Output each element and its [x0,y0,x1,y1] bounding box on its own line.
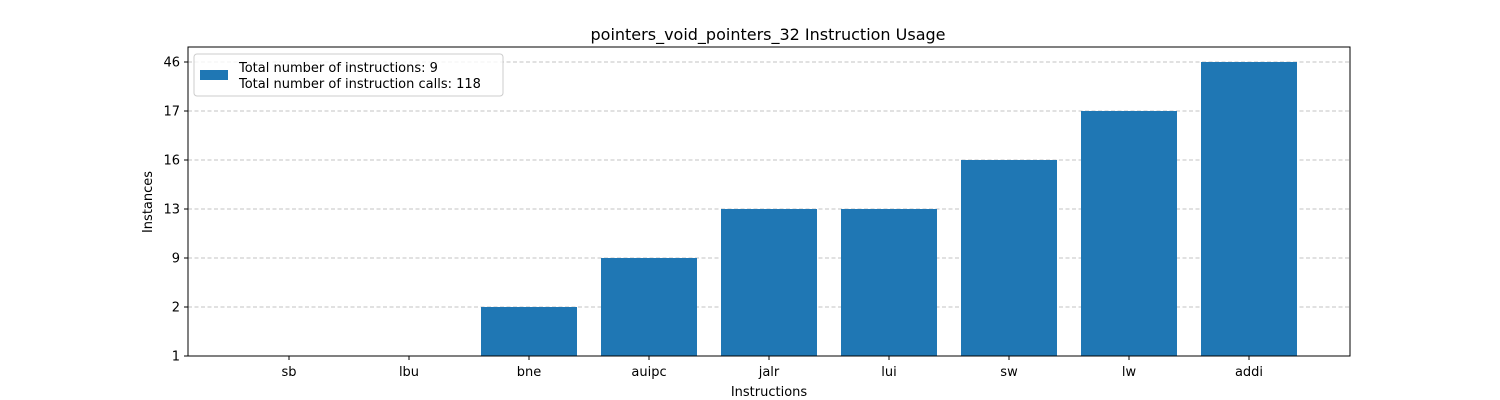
y-tick-label: 46 [163,56,180,71]
x-tick-label-jalr: jalr [758,365,780,380]
chart-title: pointers_void_pointers_32 Instruction Us… [591,25,946,45]
x-tick-label-lbu: lbu [399,365,419,380]
legend-line-instruction-calls: Total number of instruction calls: 118 [238,77,481,92]
legend-line-instructions: Total number of instructions: 9 [238,61,438,76]
y-axis-ticks: 1 2 9 13 16 17 46 [163,56,188,365]
y-axis-label: Instances [141,171,156,233]
x-tick-label-lw: lw [1122,365,1137,380]
x-tick-label-bne: bne [517,365,542,380]
x-tick-label-sb: sb [281,365,296,380]
x-axis-label: Instructions [731,385,808,400]
y-tick-label: 1 [172,350,180,365]
x-tick-label-addi: addi [1235,365,1263,380]
legend-swatch [200,70,228,80]
y-tick-label: 9 [172,252,180,267]
x-tick-label-auipc: auipc [631,365,666,380]
bar-auipc [601,258,697,356]
legend-box [193,53,504,97]
x-tick-label-sw: sw [1000,365,1018,380]
x-tick-label-lui: lui [881,365,896,380]
bars [481,62,1297,356]
bar-lw [1081,111,1177,356]
y-tick-label: 17 [163,105,180,120]
y-tick-label: 2 [172,301,180,316]
bar-bne [481,307,577,356]
bar-jalr [721,209,817,356]
x-axis-ticks: sb lbu bne auipc jalr lui sw lw addi [281,356,1263,380]
legend: Total number of instructions: 9 Total nu… [193,53,504,97]
y-tick-label: 13 [163,203,180,218]
y-tick-label: 16 [163,154,180,169]
bar-lui [841,209,937,356]
bar-sw [961,160,1057,356]
bar-addi [1201,62,1297,356]
